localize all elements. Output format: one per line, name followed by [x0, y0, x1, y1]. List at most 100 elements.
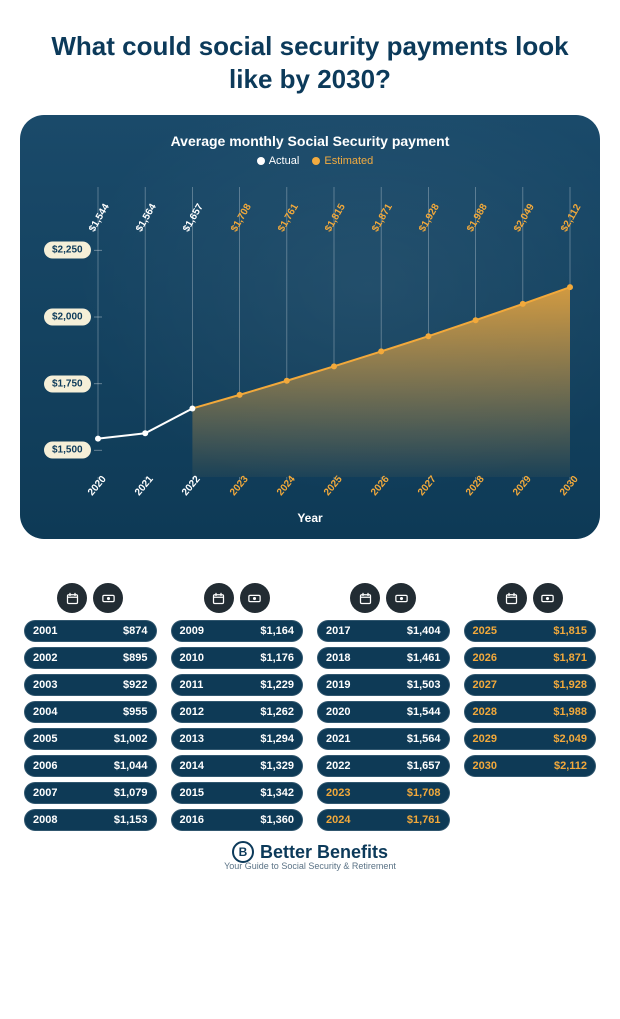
brand: B Better Benefits [232, 841, 388, 863]
row-amount: $1,708 [407, 787, 441, 799]
row-amount: $955 [123, 706, 147, 718]
row-amount: $1,761 [407, 814, 441, 826]
row-amount: $1,544 [407, 706, 441, 718]
chart-legend: Actual Estimated [38, 155, 582, 167]
row-amount: $1,657 [407, 760, 441, 772]
table-row: 2007 $1,079 [24, 782, 157, 804]
row-amount: $1,564 [407, 733, 441, 745]
brand-logo-icon: B [232, 841, 254, 863]
table-row: 2009 $1,164 [171, 620, 304, 642]
y-tick-label: $1,500 [44, 442, 91, 459]
money-icon [240, 583, 270, 613]
row-year: 2017 [326, 625, 356, 637]
table-column-header [171, 583, 304, 613]
row-year: 2014 [180, 760, 210, 772]
row-amount: $1,176 [260, 652, 294, 664]
table-row: 2029 $2,049 [464, 728, 597, 750]
row-year: 2012 [180, 706, 210, 718]
table-row: 2013$1,294 [171, 728, 304, 750]
table-column: 2009 $1,164 2010 $1,176 2011$1,229 2012 $1,262… [171, 583, 304, 831]
calendar-icon [204, 583, 234, 613]
row-amount: $895 [123, 652, 147, 664]
legend-dot-actual [257, 157, 265, 165]
calendar-icon [497, 583, 527, 613]
row-year: 2022 [326, 760, 356, 772]
row-year: 2005 [33, 733, 63, 745]
row-amount: $1,928 [553, 679, 587, 691]
table-row: 2027 $1,928 [464, 674, 597, 696]
table-row: 2005 $1,002 [24, 728, 157, 750]
table-row: 2017$1,404 [317, 620, 450, 642]
row-year: 2023 [326, 787, 356, 799]
table-row: 2006 $1,044 [24, 755, 157, 777]
row-year: 2003 [33, 679, 63, 691]
row-year: 2019 [326, 679, 356, 691]
row-year: 2027 [473, 679, 503, 691]
table-column-header [317, 583, 450, 613]
table-column: 2025 $1,815 2026 $1,871 2027 $1,928 2028 $1,988… [464, 583, 597, 831]
row-year: 2029 [473, 733, 503, 745]
row-year: 2009 [180, 625, 210, 637]
table-column-header [24, 583, 157, 613]
footer: B Better Benefits Your Guide to Social S… [20, 841, 600, 871]
row-year: 2026 [473, 652, 503, 664]
table-row: 2015$1,342 [171, 782, 304, 804]
row-amount: $1,360 [260, 814, 294, 826]
table-row: 2020 $1,544 [317, 701, 450, 723]
table-row: 2004$955 [24, 701, 157, 723]
table-column: 2017$1,404 2018 $1,461 2019 $1,503 2020 $1,544… [317, 583, 450, 831]
page-title: What could social security payments look… [50, 30, 570, 95]
row-amount: $1,988 [553, 706, 587, 718]
row-year: 2018 [326, 652, 356, 664]
row-year: 2011 [180, 679, 210, 691]
row-amount: $1,262 [260, 706, 294, 718]
row-year: 2025 [473, 625, 503, 637]
row-year: 2007 [33, 787, 63, 799]
row-year: 2013 [180, 733, 210, 745]
table-row: 2011$1,229 [171, 674, 304, 696]
chart-area: $1,500$1,750$2,000$2,250$1,544$1,564$1,6… [38, 177, 582, 517]
legend-actual-label: Actual [269, 155, 300, 167]
row-amount: $1,002 [114, 733, 148, 745]
table-row: 2018 $1,461 [317, 647, 450, 669]
table-row: 2021$1,564 [317, 728, 450, 750]
table-column: 2001 $874 2002$895 2003$922 2004$955 2005 $1,0… [24, 583, 157, 831]
row-year: 2030 [473, 760, 503, 772]
row-amount: $1,871 [553, 652, 587, 664]
row-year: 2010 [180, 652, 210, 664]
table-row: 2024$1,761 [317, 809, 450, 831]
row-year: 2020 [326, 706, 356, 718]
legend-estimated-label: Estimated [324, 155, 373, 167]
row-year: 2006 [33, 760, 63, 772]
table-row: 2028 $1,988 [464, 701, 597, 723]
table-row: 2012 $1,262 [171, 701, 304, 723]
row-year: 2028 [473, 706, 503, 718]
table-row: 2030 $2,112 [464, 755, 597, 777]
table-row: 2019 $1,503 [317, 674, 450, 696]
calendar-icon [57, 583, 87, 613]
table-row: 2001 $874 [24, 620, 157, 642]
table-row: 2002$895 [24, 647, 157, 669]
row-amount: $1,461 [407, 652, 441, 664]
table-row: 2026 $1,871 [464, 647, 597, 669]
row-year: 2015 [180, 787, 210, 799]
brand-tagline: Your Guide to Social Security & Retireme… [20, 861, 600, 871]
chart-heading: Average monthly Social Security payment [38, 133, 582, 149]
row-amount: $1,164 [260, 625, 294, 637]
row-amount: $1,329 [260, 760, 294, 772]
chart-card: Average monthly Social Security payment … [20, 115, 600, 539]
row-amount: $1,503 [407, 679, 441, 691]
row-year: 2008 [33, 814, 63, 826]
y-tick-label: $2,000 [44, 309, 91, 326]
row-amount: $2,049 [553, 733, 587, 745]
table-row: 2003$922 [24, 674, 157, 696]
row-year: 2001 [33, 625, 63, 637]
brand-name: Better Benefits [260, 842, 388, 863]
row-amount: $874 [123, 625, 147, 637]
row-amount: $2,112 [554, 760, 587, 772]
row-amount: $1,079 [114, 787, 148, 799]
table-row: 2023 $1,708 [317, 782, 450, 804]
row-amount: $1,044 [114, 760, 148, 772]
row-amount: $1,815 [553, 625, 587, 637]
legend-dot-estimated [312, 157, 320, 165]
